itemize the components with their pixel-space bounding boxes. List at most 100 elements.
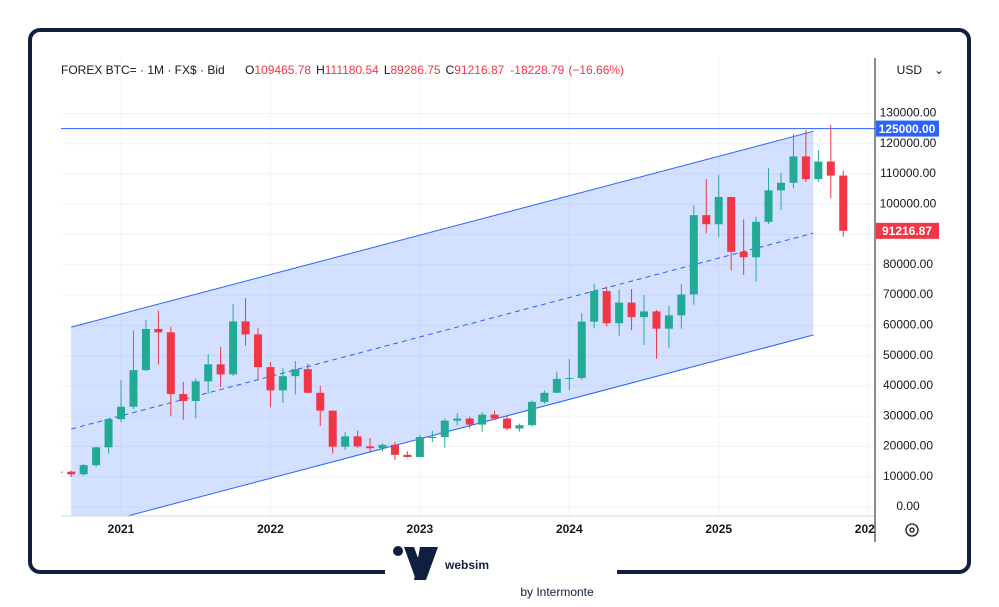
candle-body <box>117 406 126 420</box>
logo-mark <box>393 546 438 580</box>
y-tick-label: 110000.00 <box>880 166 936 180</box>
candle-body <box>61 471 63 473</box>
ohlc-value: 91216.87 <box>454 63 504 77</box>
candle-body <box>154 328 163 333</box>
x-tick-label: 2025 <box>705 522 732 536</box>
y-tick-label: 120000.00 <box>880 136 937 150</box>
candle-body <box>789 156 798 183</box>
candle-body <box>465 418 474 425</box>
candle-body <box>714 196 723 225</box>
ohlc-value: 111180.54 <box>325 63 379 77</box>
channel-fill <box>71 131 814 516</box>
ohlc-label: C <box>446 63 455 77</box>
y-tick-label: 60000.00 <box>883 317 933 331</box>
y-tick-label: 70000.00 <box>883 287 933 301</box>
y-tick-label: 50000.00 <box>883 348 933 362</box>
candle-body <box>615 302 624 324</box>
candle-body <box>341 436 350 447</box>
y-tick-label: 10000.00 <box>883 469 933 483</box>
candle-body <box>104 419 113 448</box>
settings-icon[interactable] <box>905 523 919 537</box>
candle-body <box>129 370 138 407</box>
candle-body <box>291 369 300 377</box>
candle-body <box>602 291 611 324</box>
candle-body <box>216 364 225 375</box>
candle-body <box>204 364 213 382</box>
candle-body <box>303 369 312 393</box>
candle-body <box>428 437 437 439</box>
candle-body <box>166 332 175 395</box>
y-tick-label: 40000.00 <box>883 378 933 392</box>
currency: USD <box>897 63 923 77</box>
candle-body <box>79 465 88 475</box>
candle-body <box>702 215 711 225</box>
candle-body <box>689 215 698 295</box>
candle-body <box>776 182 785 191</box>
ohlc-label: O <box>245 63 254 77</box>
candle-body <box>752 221 761 258</box>
x-tick-label: 2026 <box>855 522 882 536</box>
y-tick-label: 0.00 <box>896 499 920 513</box>
candle-body <box>527 401 536 426</box>
candle-body <box>577 321 586 378</box>
y-tick-label: 30000.00 <box>883 408 933 422</box>
hline-label: 125000.00 <box>879 122 936 136</box>
candle-body <box>415 437 424 457</box>
candle-body <box>801 156 810 180</box>
y-tick-label: 80000.00 <box>883 257 933 271</box>
candle-body <box>278 376 287 391</box>
candle-body <box>229 321 238 375</box>
candle-body <box>179 394 188 401</box>
ohlc-label: H <box>316 63 325 77</box>
candle-body <box>378 444 387 449</box>
candle-body <box>141 328 150 371</box>
candle-body <box>328 410 337 447</box>
candle-body <box>440 420 449 438</box>
x-tick-label: 2022 <box>257 522 284 536</box>
candle-body <box>826 161 835 176</box>
candle-body <box>764 190 773 222</box>
candle-body <box>814 161 823 180</box>
candle-body <box>552 378 561 393</box>
candle-body <box>664 315 673 329</box>
ohlc-value: 109465.78 <box>254 63 311 77</box>
ohlc-label: L <box>384 63 391 77</box>
candle-body <box>403 454 412 457</box>
candle-body <box>390 444 399 455</box>
symbol: FOREX BTC= · 1M · FX$ · Bid <box>61 63 225 77</box>
settings-icon-core <box>909 527 915 533</box>
ohlc-text: O109465.78 H111180.54 L89286.75 C91216.87 -1… <box>245 63 624 77</box>
candle-body <box>266 367 275 391</box>
change: -18228.79 <box>510 63 564 77</box>
candle-body <box>677 294 686 316</box>
last-price-label: 91216.87 <box>882 224 932 238</box>
x-tick-label: 2023 <box>407 522 434 536</box>
channel-upper <box>71 130 814 328</box>
ohlc-readout: O109465.78 H111180.54 L89286.75 C91216.87 -1… <box>245 63 624 77</box>
y-tick-label: 20000.00 <box>883 439 933 453</box>
candle-body <box>366 446 375 449</box>
candle-body <box>627 302 636 318</box>
candle-body <box>478 414 487 425</box>
change-percent: (−16.66%) <box>568 63 624 77</box>
x-tick-label: 2021 <box>108 522 135 536</box>
candle-body <box>453 418 462 421</box>
candle-body <box>565 377 574 379</box>
candle-body <box>839 175 848 231</box>
brand: websim <box>444 558 489 572</box>
candle-body <box>503 418 512 429</box>
candle-body <box>67 471 76 475</box>
candle-body <box>590 291 599 322</box>
axes: 0.00 10000.00 20000.00 30000.00 40000.00 5000… <box>108 106 939 536</box>
candle-body <box>241 321 250 335</box>
ohlc-value: 89286.75 <box>391 63 441 77</box>
candle-body <box>652 311 661 329</box>
candle-body <box>727 196 736 252</box>
candle-body <box>253 334 262 368</box>
currency-dropdown[interactable]: ⌄ <box>934 63 944 77</box>
last-price-box <box>876 222 939 239</box>
candle-body <box>515 425 524 429</box>
candle-body <box>739 251 748 258</box>
y-tick-label: 130000.00 <box>880 106 937 120</box>
